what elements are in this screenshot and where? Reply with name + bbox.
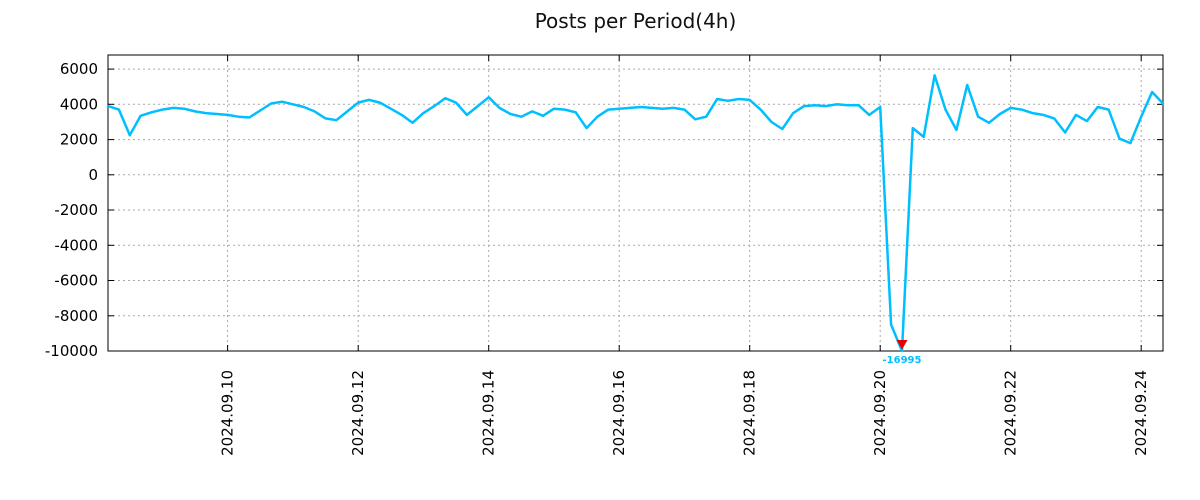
y-tick-label: 0	[88, 166, 98, 184]
x-tick-label: 2024.09.10	[219, 370, 237, 456]
y-tick-label: 4000	[60, 95, 98, 113]
x-tick-label: 2024.09.22	[1002, 370, 1020, 456]
plot-border	[107, 54, 1164, 352]
y-tick-label: -10000	[45, 342, 98, 360]
min-value-label: -16995	[883, 355, 922, 366]
x-tick-label: 2024.09.16	[610, 370, 628, 456]
y-tick-label: -6000	[54, 272, 98, 290]
series-line	[106, 74, 1165, 353]
y-tick-label: 6000	[60, 60, 98, 78]
x-tick-label: 2024.09.12	[349, 370, 367, 456]
x-tick-label: 2024.09.14	[480, 370, 498, 456]
y-tick-label: -2000	[54, 201, 98, 219]
x-tick-label: 2024.09.24	[1132, 370, 1150, 456]
y-tick-label: 2000	[60, 131, 98, 149]
x-tick-label: 2024.09.20	[871, 370, 889, 456]
min-marker-icon	[896, 340, 908, 350]
y-tick-label: -8000	[54, 307, 98, 325]
y-tick-label: -4000	[54, 236, 98, 254]
x-tick-label: 2024.09.18	[741, 370, 759, 456]
chart-title: Posts per Period(4h)	[534, 9, 737, 33]
